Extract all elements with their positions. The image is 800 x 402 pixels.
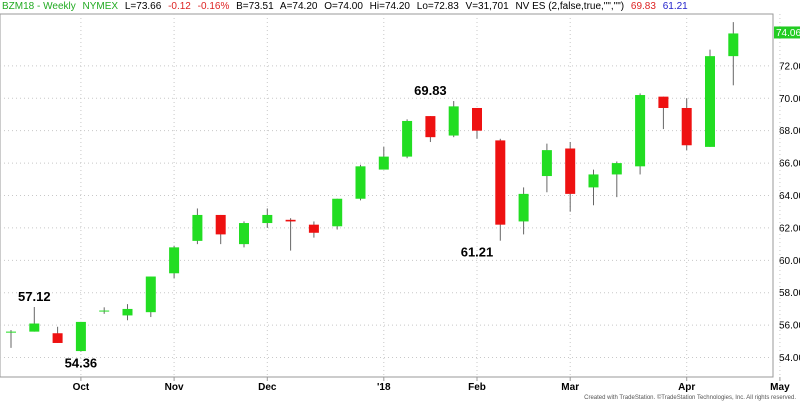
candle-down (425, 116, 436, 138)
open-price: O=74.00 (324, 1, 363, 12)
candle-up (6, 331, 16, 333)
ask-price: A=74.20 (279, 1, 318, 12)
x-tick-label: Feb (468, 382, 486, 393)
y-tick-label: 72.00 (779, 61, 800, 72)
x-tick-label: Nov (165, 382, 184, 393)
x-tick-label: Dec (258, 382, 277, 393)
candle-up (145, 276, 156, 313)
candle-up (588, 174, 599, 188)
net-change: -0.12 (168, 1, 191, 12)
candle-up (355, 166, 366, 199)
y-tick-label: 58.00 (779, 288, 800, 299)
study-label: NV ES (2,false,true,"","") (515, 1, 625, 12)
y-tick-label: 64.00 (779, 191, 800, 202)
candle-down (308, 224, 319, 233)
x-tick-label: May (770, 382, 790, 393)
candle-up (169, 247, 180, 274)
y-tick-label: 56.00 (779, 321, 800, 332)
high-price: Hi=74.20 (369, 1, 410, 12)
x-tick-label: Mar (561, 382, 579, 393)
price-annotation: 61.21 (461, 245, 494, 260)
volume: V=31,701 (465, 1, 509, 12)
y-tick-label: 66.00 (779, 159, 800, 170)
last-price-label: 74.06 (776, 28, 800, 39)
candle-up (611, 163, 622, 175)
candle-down (565, 148, 576, 194)
watermark: Created with TradeStation. ©TradeStation… (584, 395, 796, 401)
candle-up (75, 321, 86, 352)
last-price-marker (774, 26, 800, 39)
plot-area (0, 13, 774, 378)
study-high-value: 69.83 (630, 1, 656, 12)
y-tick-label: 70.00 (779, 94, 800, 105)
candle-down (681, 107, 692, 146)
price-annotation: 57.12 (18, 289, 51, 304)
candle-up (239, 223, 249, 245)
pct-change: -0.16% (197, 1, 230, 12)
candle-down (472, 107, 482, 131)
candle-up (635, 95, 646, 167)
x-tick-label: '18 (377, 382, 391, 393)
exchange-label: NYMEX (82, 1, 119, 12)
candle-up (705, 56, 715, 147)
candle-down (658, 96, 669, 108)
candle-up (332, 198, 343, 227)
candle-up (402, 120, 413, 157)
candle-down (495, 140, 506, 225)
y-tick-label: 60.00 (779, 256, 800, 267)
x-tick-label: Apr (678, 382, 695, 393)
candle-up (541, 150, 552, 177)
chart-header: BZM18 - Weekly NYMEX L=73.66 -0.12 -0.16… (2, 0, 692, 14)
y-tick-label: 54.00 (779, 353, 800, 364)
candle-up (448, 106, 459, 136)
symbol-label: BZM18 - Weekly (2, 1, 76, 12)
candle-up (29, 323, 40, 332)
candle-up (728, 33, 739, 57)
y-tick-label: 62.00 (779, 223, 800, 234)
candle-up (122, 308, 133, 316)
candle-up (378, 156, 389, 170)
candle-up (192, 214, 203, 241)
candle-down (215, 214, 226, 235)
study-low-value: 61.21 (662, 1, 688, 12)
bid-price: B=73.51 (236, 1, 274, 12)
low-price: Lo=72.83 (416, 1, 459, 12)
candle-up (518, 193, 529, 222)
candle-up (262, 214, 273, 224)
y-tick-label: 68.00 (779, 126, 800, 137)
price-annotation: 69.83 (414, 83, 447, 98)
candle-down (52, 333, 63, 343)
candle-down (285, 219, 296, 222)
candle-up (99, 310, 110, 312)
last-price: L=73.66 (124, 1, 162, 12)
price-annotation: 54.36 (65, 356, 98, 371)
x-tick-label: Oct (73, 382, 90, 393)
